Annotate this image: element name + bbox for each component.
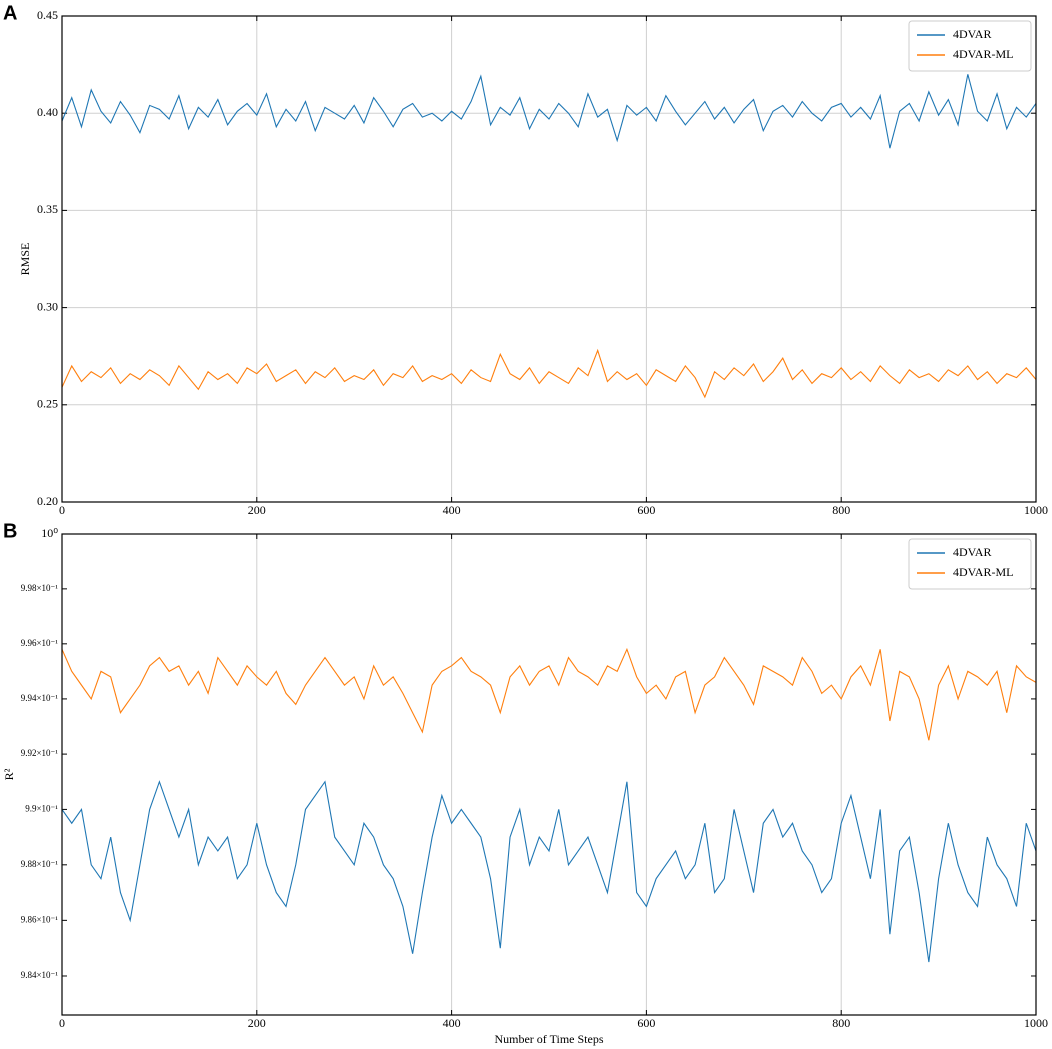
y-tick-label: 9.92×10⁻¹ (21, 748, 59, 758)
x-tick-label: 1000 (1024, 1016, 1048, 1030)
legend-label: 4DVAR (953, 545, 991, 559)
x-tick-label: 200 (248, 1016, 266, 1030)
legend-label: 4DVAR-ML (953, 565, 1013, 579)
series-line (61, 780, 1037, 963)
series-line (61, 74, 1037, 149)
y-tick-label: 9.84×10⁻¹ (21, 970, 59, 980)
y-tick-label: 9.9×10⁻¹ (25, 803, 58, 813)
y-axis-label: RMSE (18, 243, 32, 276)
plot-frame (61, 15, 1037, 503)
panel-label: B (3, 520, 17, 542)
y-tick-label: 9.86×10⁻¹ (21, 914, 59, 924)
y-tick-label: 0.45 (37, 8, 58, 22)
x-tick-label: 200 (248, 503, 266, 517)
x-tick-label: 600 (637, 503, 655, 517)
y-tick-label: 9.94×10⁻¹ (21, 693, 59, 703)
x-tick-label: 0 (59, 503, 65, 517)
legend-label: 4DVAR-ML (953, 47, 1013, 61)
series-line (61, 348, 1037, 399)
x-tick-label: 800 (832, 1016, 850, 1030)
series-line (61, 647, 1037, 741)
x-tick-label: 800 (832, 503, 850, 517)
x-tick-label: 1000 (1024, 503, 1048, 517)
legend-box (908, 538, 1032, 590)
y-tick-label: 9.96×10⁻¹ (21, 638, 59, 648)
plot-frame (61, 533, 1037, 1016)
panel-label: A (3, 2, 17, 24)
y-axis-label: R² (2, 768, 16, 780)
legend-label: 4DVAR (953, 27, 991, 41)
x-tick-label: 400 (443, 1016, 461, 1030)
x-axis-label: Number of Time Steps (494, 1032, 603, 1046)
y-tick-label: 10⁰ (41, 526, 58, 540)
y-tick-label: 0.30 (37, 299, 58, 313)
y-tick-label: 0.20 (37, 494, 58, 508)
y-tick-label: 0.35 (37, 202, 58, 216)
y-tick-label: 0.25 (37, 397, 58, 411)
x-tick-label: 600 (637, 1016, 655, 1030)
x-tick-label: 0 (59, 1016, 65, 1030)
legend-box (908, 20, 1032, 72)
y-tick-label: 0.40 (37, 105, 58, 119)
y-tick-label: 9.88×10⁻¹ (21, 859, 59, 869)
x-tick-label: 400 (443, 503, 461, 517)
y-tick-label: 9.98×10⁻¹ (21, 583, 59, 593)
